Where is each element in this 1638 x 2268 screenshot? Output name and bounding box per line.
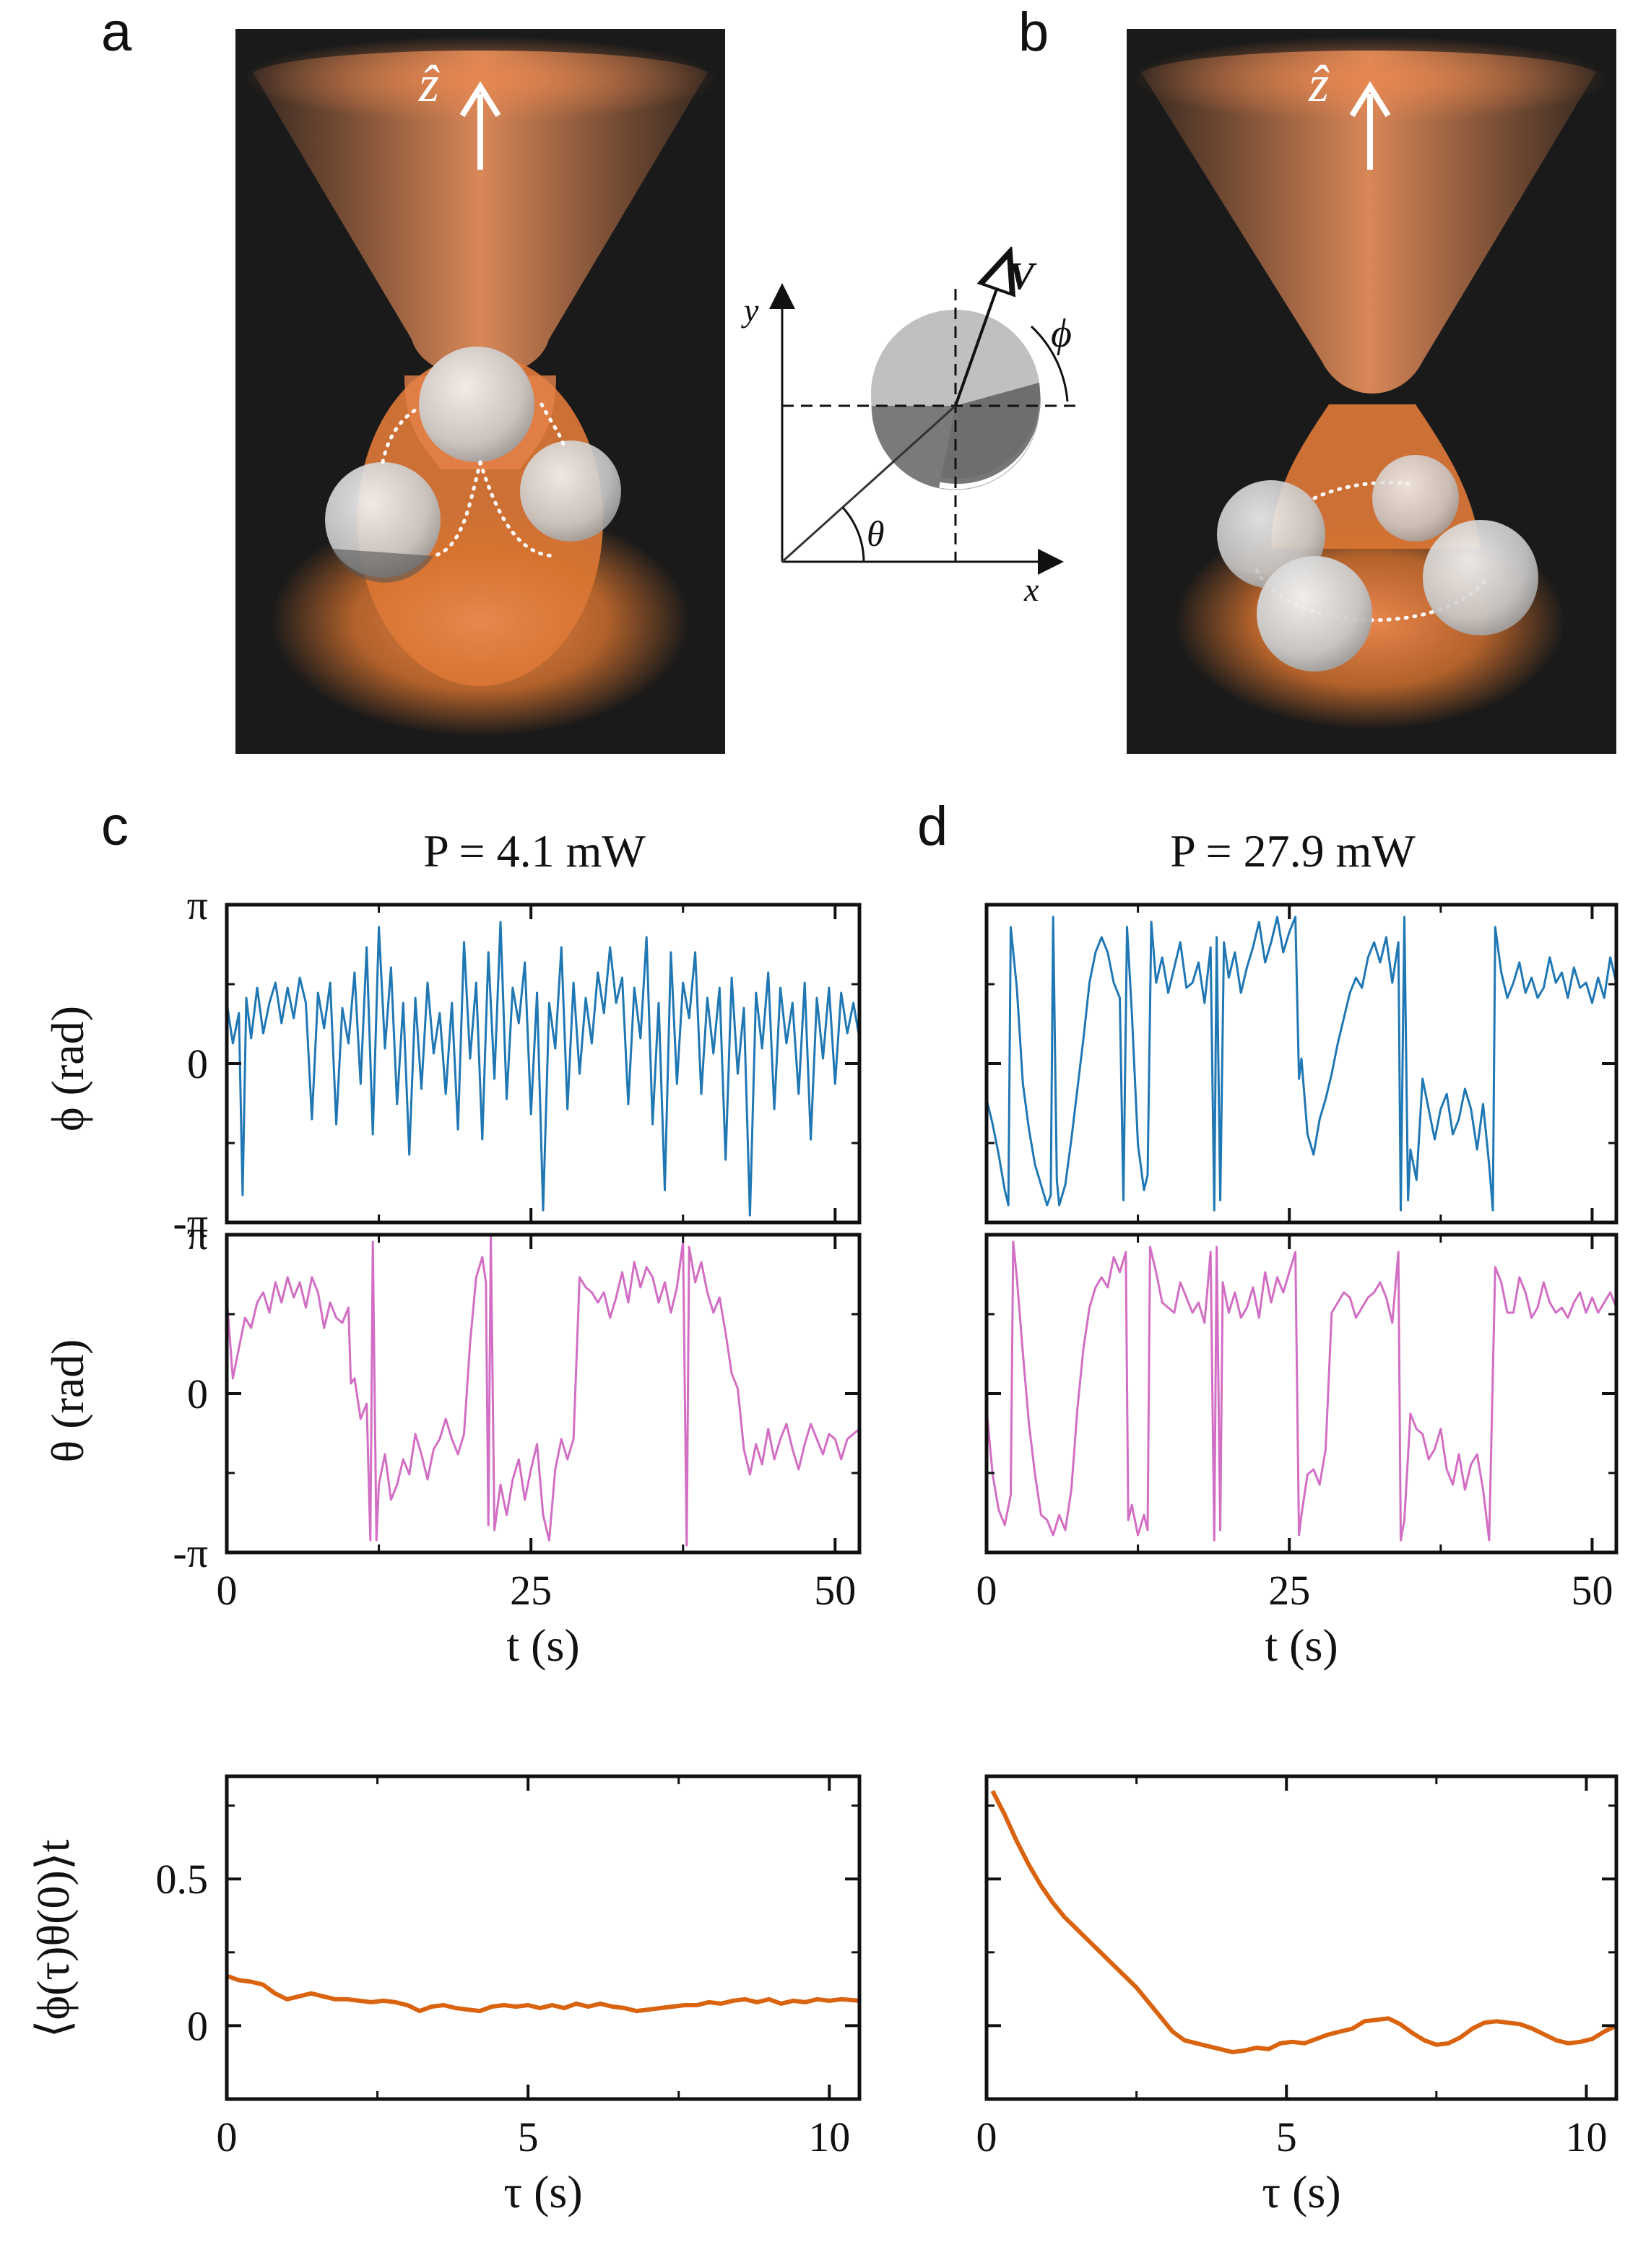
y-tick-label: -π [173,1529,208,1576]
x-tick-label: 10 [1565,2113,1607,2160]
sphere [325,347,621,583]
x-tick-label: 0 [217,2113,238,2160]
series-line [225,1973,860,2014]
plot-frame [225,1774,862,2101]
y-tick-label: 0 [187,2002,208,2049]
y-tick-label: 0 [187,1040,208,1087]
title-right: P = 27.9 mW [1170,825,1416,877]
z-label-a: ẑ [418,55,440,113]
plot-frame [984,1774,1618,2101]
x-tick-label: 25 [1268,1567,1310,1614]
x-tick-label: 0 [217,1567,238,1614]
x-tick-label: 0 [976,1567,997,1614]
series-line [225,1235,860,1547]
z-label-b: ẑ [1308,55,1330,113]
y-tick-label: -π [173,1199,208,1246]
v-vector-label: V [1008,254,1037,297]
plot-d-corr: 0 5 10 τ (s) [976,1774,1618,2217]
y-tick-label: 0.5 [156,1856,209,1903]
series-line [990,1789,1618,2054]
x-axis-label: x [1023,571,1039,608]
y-axis-label: y [741,292,759,329]
plot-c-theta: 0 25 50t (s)-π0π [173,1212,862,1671]
theta-angle-label: θ [867,513,885,554]
x-tick-label: 50 [1571,1567,1613,1614]
plot-c-phi: -π 0 π [173,882,862,1246]
x-axis-label: t (s) [506,1620,579,1671]
plot-d-phi [984,903,1618,1225]
ylabel-correlation: ⟨ϕ(τ)θ(0)⟩t [27,1839,79,2038]
x-tick-label: 25 [510,1567,552,1614]
beam-illustration-a: ẑ [235,29,725,754]
series-line [985,916,1618,1212]
panel-letter-a: a [101,1,132,63]
panel-letter-c: c [101,796,129,857]
y-tick-label: 0 [187,1370,208,1417]
beam-illustration-b: ẑ [1127,29,1616,754]
coordinate-schematic: y x θ ϕ V [741,254,1076,608]
y-tick-label: π [187,1212,208,1259]
x-axis-label: τ (s) [503,2166,582,2217]
phi-angle-label: ϕ [1051,311,1072,356]
x-tick-label: 5 [518,2113,539,2160]
x-tick-label: 5 [1276,2113,1297,2160]
plot-c-corr: 0 5 10 τ (s) 0 0.5 [156,1774,862,2217]
plot-d-theta: 0 25 50 t (s) [976,1233,1618,1671]
ylabel-theta: θ (rad) [42,1339,93,1463]
panel-letter-d: d [917,796,948,857]
x-tick-label: 10 [808,2113,850,2160]
title-left: P = 4.1 mW [423,825,646,877]
x-tick-label: 0 [976,2113,997,2160]
y-tick-label: π [187,882,208,929]
ylabel-phi: ϕ (rad) [42,1006,93,1131]
x-tick-label: 50 [814,1567,856,1614]
x-axis-label: t (s) [1265,1620,1338,1671]
panel-letter-b: b [1018,1,1049,63]
series-line [985,1241,1618,1542]
x-axis-label: τ (s) [1262,2166,1340,2217]
series-line [225,921,861,1217]
